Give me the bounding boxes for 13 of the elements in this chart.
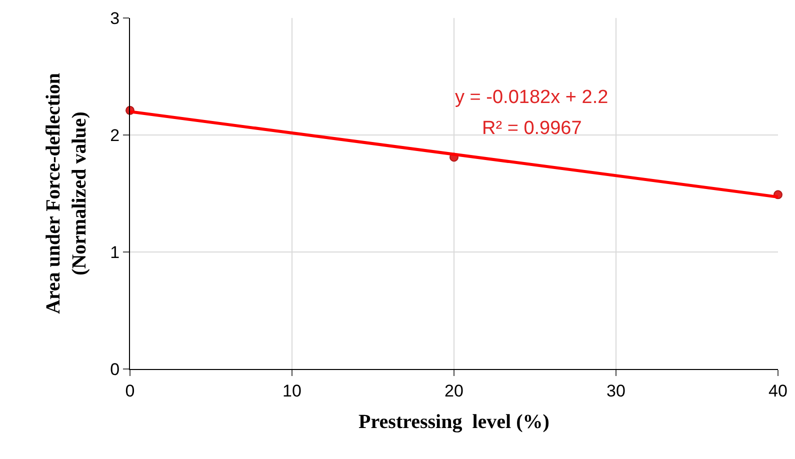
x-tick-label: 20 — [444, 381, 464, 400]
y-tick-label: 2 — [110, 126, 120, 145]
x-tick-label: 0 — [125, 381, 135, 400]
y-tick-label: 3 — [110, 8, 120, 28]
x-tick-label: 10 — [282, 381, 302, 400]
y-tick-label: 1 — [110, 242, 120, 262]
y-tick-label: 0 — [110, 360, 120, 379]
x-axis-title: Prestressing level (%) — [358, 410, 550, 433]
annotation: y = -0.0182x + 2.2 — [455, 87, 608, 108]
x-tick-label: 30 — [606, 381, 626, 400]
x-tick-label: 40 — [768, 381, 788, 400]
annotation: R² = 0.9967 — [482, 118, 582, 139]
y-axis-title: Area under Force-deflection (Normalized value) — [42, 72, 91, 314]
